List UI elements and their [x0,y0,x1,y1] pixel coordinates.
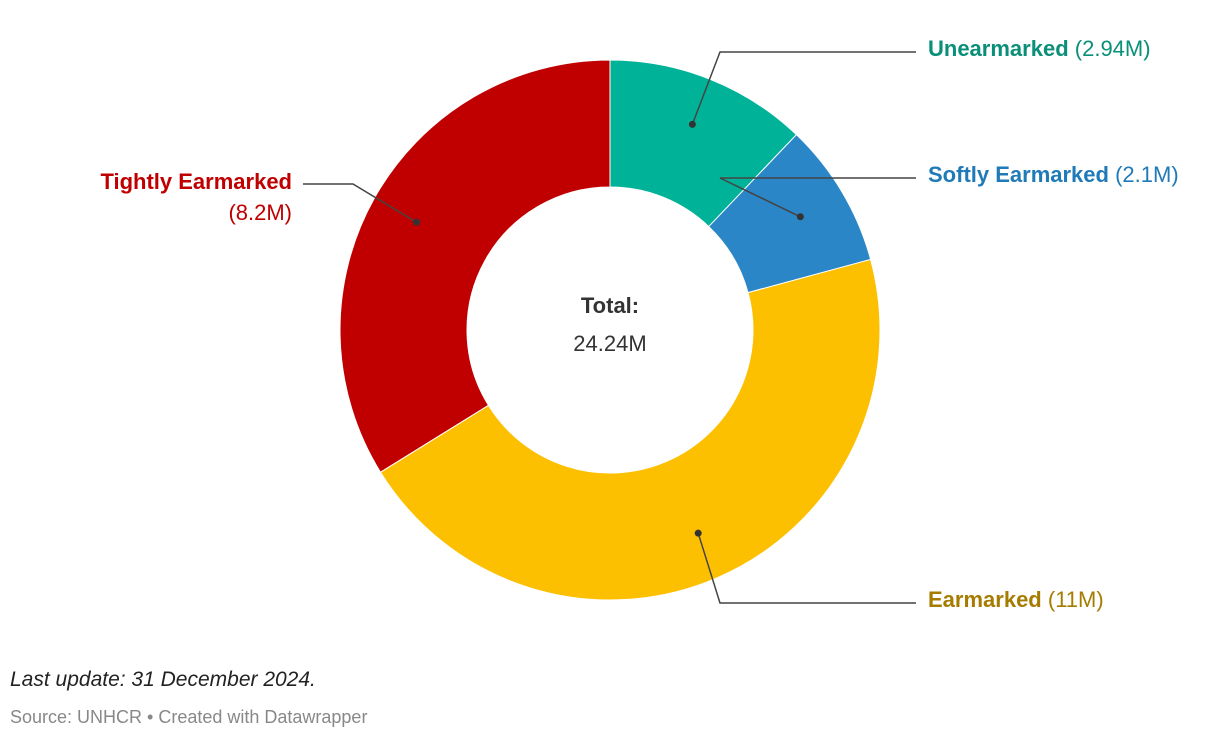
label-unearmarked: Unearmarked (2.94M) [928,36,1151,62]
leader-dot-tightly-earmarked [412,218,420,226]
leader-line-unearmarked [691,51,916,125]
leader-lines-group [303,51,916,604]
slice-earmarked [379,258,881,601]
label-value: (8.2M) [228,200,292,225]
label-name: Unearmarked [928,36,1069,61]
slice-unearmarked [609,59,798,228]
leader-dot-earmarked [694,529,702,537]
donut-svg [303,51,916,604]
source-credit: Source: UNHCR • Created with Datawrapper [10,707,368,727]
leader-line-tightly-earmarked [303,183,417,223]
label-tightly-earmarked: Tightly Earmarked (8.2M) [100,169,292,226]
leader-dot-softly-earmarked [796,213,804,221]
label-name: Softly Earmarked [928,162,1109,187]
label-value: (2.1M) [1115,162,1179,187]
leader-line-softly-earmarked [719,177,916,218]
label-softly-earmarked: Softly Earmarked (2.1M) [928,162,1179,188]
center-total-label: Total: [580,293,640,318]
label-value: (2.94M) [1074,36,1151,61]
label-value: (11M) [1047,587,1104,612]
center-total-value: 24.24M [573,331,647,356]
label-name: Tightly Earmarked [100,169,292,194]
donut-chart: Total: 24.24M Unearmarked (2.94M) Softly… [100,36,1179,613]
last-update-note: Last update: 31 December 2024. [10,668,316,691]
slices-group [339,59,881,601]
label-name: Earmarked [928,587,1042,612]
slice-tightly-earmarked [339,59,611,473]
leader-dot-unearmarked [688,120,696,128]
leader-line-earmarked [697,532,916,604]
label-earmarked: Earmarked (11M) [928,587,1104,613]
